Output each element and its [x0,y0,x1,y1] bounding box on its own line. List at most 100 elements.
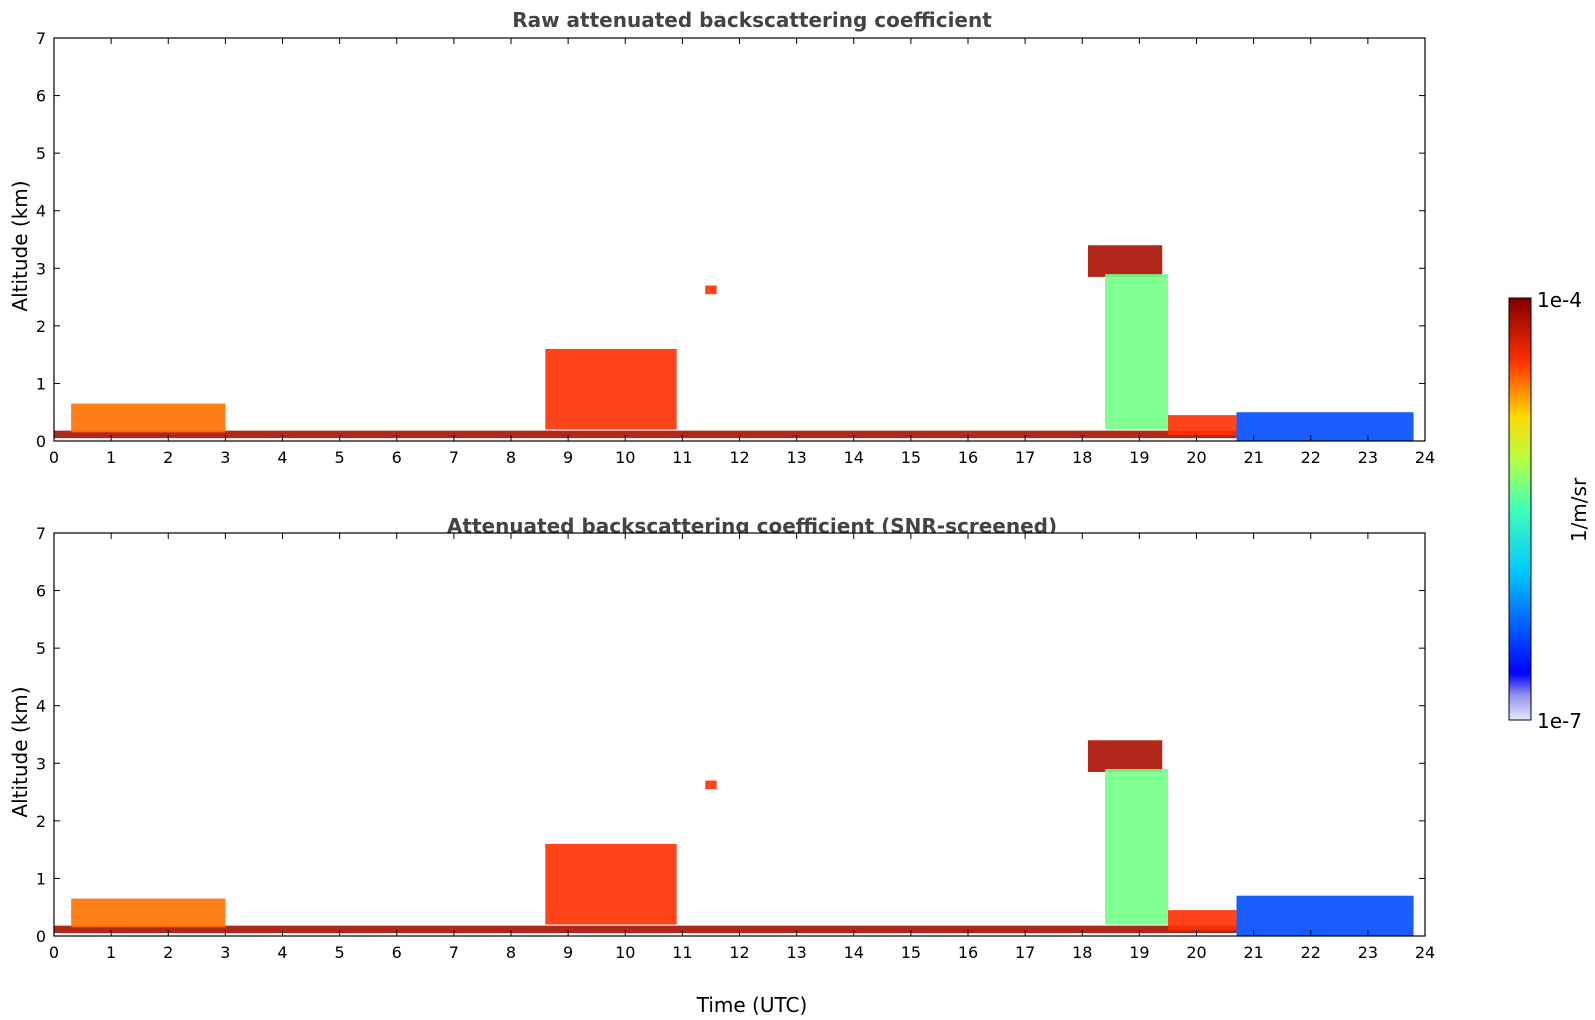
x-tick-label: 4 [277,448,287,467]
x-tick-label: 23 [1358,448,1378,467]
heatmap-feature-surface-layer [54,925,1237,934]
y-axis-label: Altitude (km) [8,180,32,311]
y-tick-labels: 0 1 2 3 4 5 6 7 [36,524,1425,946]
y-tick-label: 0 [36,432,46,451]
x-tick-label: 24 [1415,448,1435,467]
x-tick-label: 9 [563,448,573,467]
x-tick-label: 12 [729,448,749,467]
panel-title: Raw attenuated backscattering coefficien… [512,8,992,32]
heatmap-feature-small-cloud [705,285,717,295]
heatmap-feature-night-layer [1236,412,1414,441]
x-tick-label: 15 [901,943,921,962]
heatmap-feature-evening-layer [1167,910,1237,931]
x-tick-label: 18 [1072,448,1092,467]
x-tick-label: 16 [958,943,978,962]
x-tick-label: 2 [163,448,173,467]
x-tick-label: 7 [449,448,459,467]
heatmap-feature-night-layer [1236,895,1414,936]
x-tick-label: 4 [277,943,287,962]
x-tick-label: 3 [220,943,230,962]
x-tick-label: 2 [163,943,173,962]
x-tick-label: 5 [335,448,345,467]
heatmap-feature-rising-aerosol-layer [545,843,677,925]
x-tick-label: 6 [392,943,402,962]
heatmap-feature-small-cloud [705,780,717,790]
y-tick-labels: 0 1 2 3 4 5 6 7 [36,29,1425,451]
y-tick-label: 2 [36,812,46,831]
x-tick-label: 12 [729,943,749,962]
colorbar-max-label: 1e-4 [1537,288,1582,312]
x-tick-label: 16 [958,448,978,467]
y-tick-label: 2 [36,317,46,336]
y-tick-label: 5 [36,639,46,658]
y-tick-label: 5 [36,144,46,163]
x-tick-label: 24 [1415,943,1435,962]
y-tick-label: 3 [36,754,46,773]
snr-screened-panel: Attenuated backscattering coefficient (S… [8,514,1435,1017]
x-tick-label: 13 [786,943,806,962]
x-tick-label: 10 [615,943,635,962]
heatmap-plot-area [53,37,1426,442]
y-tick-label: 4 [36,202,46,221]
y-tick-label: 6 [36,87,46,106]
heatmap-feature-boundary-layer [71,403,226,433]
colorbar-min-label: 1e-7 [1537,709,1582,733]
x-tick-label: 19 [1129,448,1149,467]
y-axis-label: Altitude (km) [8,686,32,817]
x-tick-label: 5 [335,943,345,962]
x-tick-label: 11 [672,448,692,467]
x-tick-label: 1 [106,943,116,962]
x-tick-label: 22 [1301,448,1321,467]
x-tick-label: 9 [563,943,573,962]
x-tick-label: 3 [220,448,230,467]
x-tick-label: 1 [106,448,116,467]
x-tick-label: 19 [1129,943,1149,962]
y-tick-label: 4 [36,697,46,716]
colorbar: 1e-4 1e-7 1/m/sr [1508,288,1591,733]
heatmap-feature-elevated-cloud [1087,740,1163,772]
x-tick-label: 18 [1072,943,1092,962]
x-tick-label: 20 [1186,448,1206,467]
x-tick-label: 23 [1358,943,1378,962]
x-tick-label: 10 [615,448,635,467]
y-tick-label: 1 [36,374,46,393]
x-tick-labels: 0 1 2 3 4 5 6 7 8 9 10 11 12 13 14 15 16 17 18 19 20 21 22 23 24 [49,533,1435,962]
x-tick-label: 0 [49,943,59,962]
x-tick-label: 15 [901,448,921,467]
heatmap-feature-surface-layer [54,430,1237,439]
x-tick-label: 17 [1015,448,1035,467]
x-tick-labels: 0 1 2 3 4 5 6 7 8 9 10 11 12 13 14 15 16 17 18 19 20 21 22 23 24 [49,38,1435,467]
x-tick-label: 14 [844,943,864,962]
colorbar-units-label: 1/m/sr [1567,477,1591,542]
x-tick-label: 7 [449,943,459,962]
y-tick-label: 7 [36,524,46,543]
x-tick-label: 8 [506,943,516,962]
heatmap-feature-cloud-fall-streaks [1105,769,1168,925]
plot-background [54,38,1425,441]
y-tick-label: 7 [36,29,46,48]
x-tick-label: 17 [1015,943,1035,962]
x-tick-label: 0 [49,448,59,467]
colorbar-gradient [1508,297,1532,721]
x-tick-label: 20 [1186,943,1206,962]
y-tick-label: 0 [36,927,46,946]
x-tick-label: 11 [672,943,692,962]
x-tick-label: 13 [786,448,806,467]
heatmap-feature-boundary-layer [71,898,226,928]
x-tick-label: 22 [1301,943,1321,962]
y-tick-label: 3 [36,259,46,278]
x-tick-label: 21 [1243,448,1263,467]
x-tick-label: 21 [1243,943,1263,962]
heatmap-feature-elevated-cloud [1087,245,1163,277]
x-axis-label: Time (UTC) [696,993,808,1017]
x-tick-label: 8 [506,448,516,467]
raw-backscatter-panel: Raw attenuated backscattering coefficien… [8,8,1435,467]
x-tick-label: 14 [844,448,864,467]
heatmap-feature-evening-layer [1167,415,1237,436]
heatmap-plot-area [53,532,1426,937]
plot-background [54,533,1425,936]
y-tick-label: 6 [36,582,46,601]
heatmap-feature-cloud-fall-streaks [1105,274,1168,430]
y-tick-label: 1 [36,869,46,888]
